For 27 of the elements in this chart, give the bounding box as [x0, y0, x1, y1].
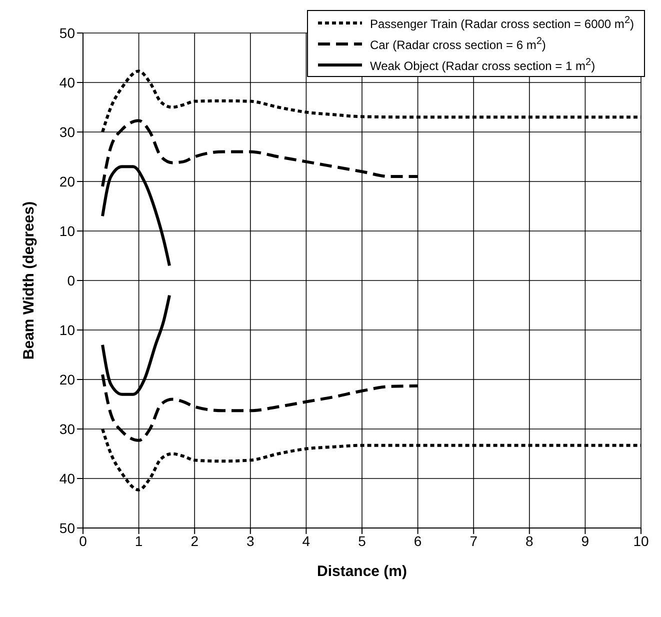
- legend-label: Weak Object (Radar cross section = 1 m$^{2}$): [370, 56, 596, 75]
- y-tick-label: 50: [59, 24, 76, 41]
- y-tick-label: 20: [59, 173, 76, 190]
- x-tick-label: 8: [526, 532, 534, 549]
- x-tick-label: 0: [79, 532, 88, 549]
- x-tick-label: 1: [134, 532, 143, 549]
- y-tick-label: 30: [59, 124, 76, 140]
- y-tick-label: 40: [59, 74, 76, 90]
- legend-label: Car (Radar cross section = 6 m$^{2}$): [370, 35, 546, 54]
- x-axis-title: Distance (m): [316, 563, 408, 580]
- y-tick-label: 20: [59, 371, 76, 388]
- y-tick-label: 10: [59, 222, 76, 239]
- y-tick-label: 10: [59, 322, 76, 338]
- x-tick-label: 2: [190, 532, 199, 549]
- x-tick-label: 10: [633, 532, 649, 549]
- y-axis-title: Beam Width (degrees): [20, 201, 38, 360]
- x-tick-label: 9: [581, 532, 590, 549]
- x-tick-label: 3: [246, 532, 254, 549]
- y-tick-label: 50: [59, 520, 76, 536]
- y-tick-label: 40: [59, 470, 76, 486]
- x-tick-label: 6: [414, 532, 422, 549]
- legend-label: Passenger Train (Radar cross section = 6000 m$^{2}$): [370, 14, 634, 33]
- y-tick-label: 30: [59, 420, 76, 437]
- y-tick-label: 0: [67, 272, 76, 288]
- x-tick-label: 5: [358, 532, 366, 549]
- x-tick-label: 7: [470, 532, 478, 549]
- x-tick-label: 4: [302, 532, 310, 549]
